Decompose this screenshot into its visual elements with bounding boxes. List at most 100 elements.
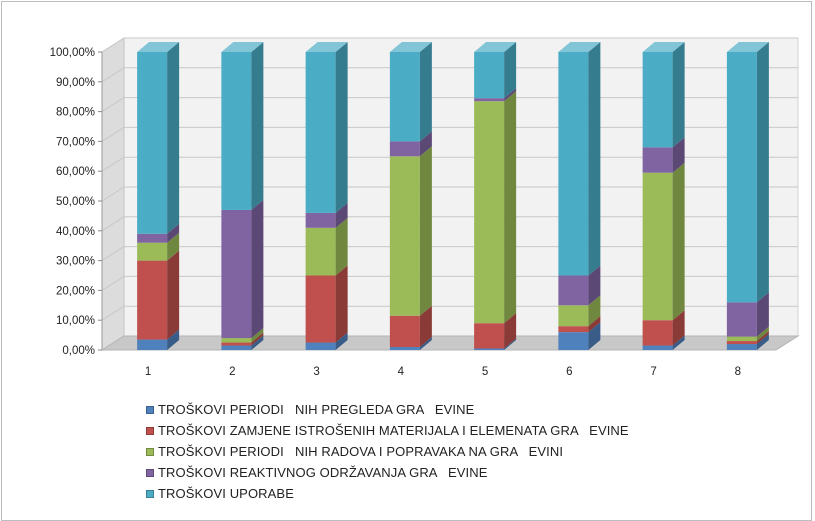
bar-segment-side bbox=[251, 199, 264, 339]
bar-segment bbox=[137, 339, 168, 350]
bar-segment-side bbox=[335, 332, 348, 350]
gridline-side bbox=[101, 186, 125, 202]
bar-segment-side bbox=[251, 42, 264, 210]
bar-segment-side bbox=[672, 162, 685, 321]
legend-label: TROŠKOVI PERIODI NIH RADOVA I POPRAVAKA … bbox=[158, 444, 564, 459]
bar-top bbox=[389, 42, 432, 52]
legend-label: TROŠKOVI ZAMJENE ISTROŠENIH MATERIJALA I… bbox=[158, 423, 629, 438]
bar-segment-side bbox=[504, 313, 517, 349]
bar-segment bbox=[642, 320, 673, 346]
bar-segment-side bbox=[167, 223, 180, 243]
bar-segment bbox=[558, 305, 589, 327]
legend-item: TROŠKOVI PERIODI NIH PREGLEDA GRA EVINE bbox=[146, 399, 629, 420]
y-tick-label: 50,00% bbox=[56, 196, 95, 208]
legend-label: TROŠKOVI PERIODI NIH PREGLEDA GRA EVINE bbox=[158, 402, 475, 417]
legend-label: TROŠKOVI UPORABE bbox=[158, 486, 294, 501]
bar-segment bbox=[389, 156, 420, 316]
bar-segment-side bbox=[672, 137, 685, 173]
bar-segment bbox=[389, 347, 420, 350]
gridline-side bbox=[101, 97, 125, 113]
gridline-side bbox=[101, 305, 125, 321]
bar-segment-side bbox=[251, 335, 264, 350]
bar-segment-side bbox=[167, 329, 180, 350]
legend-item: TROŠKOVI REAKTIVNOG ODRŽAVANJA GRA EVINE bbox=[146, 462, 629, 483]
bar-segment bbox=[389, 141, 420, 157]
bar-segment-side bbox=[335, 202, 348, 228]
bar-segment-side bbox=[419, 337, 432, 350]
y-tick-label: 30,00% bbox=[56, 256, 95, 268]
bar-segment bbox=[389, 52, 420, 142]
bar-top bbox=[305, 42, 348, 52]
bar-segment bbox=[642, 52, 673, 148]
bar-top bbox=[726, 42, 769, 52]
bar-segment bbox=[305, 227, 336, 276]
bar-segment-side bbox=[504, 338, 517, 350]
y-tick-label: 60,00% bbox=[56, 166, 95, 178]
bar-segment-side bbox=[251, 328, 264, 343]
gridline-side bbox=[101, 126, 125, 142]
bar-segment-side bbox=[756, 334, 769, 350]
bar-segment bbox=[474, 101, 505, 324]
gridline-side bbox=[101, 67, 125, 83]
bar-segment bbox=[137, 242, 168, 261]
bar-segment bbox=[474, 52, 505, 99]
legend-item: TROŠKOVI PERIODI NIH RADOVA I POPRAVAKA … bbox=[146, 441, 629, 462]
bar-segment bbox=[137, 52, 168, 234]
bar-segment bbox=[558, 326, 589, 333]
bar-segment bbox=[642, 172, 673, 321]
bar-top bbox=[558, 42, 601, 52]
bar-segment bbox=[305, 275, 336, 343]
bar-segment-side bbox=[504, 42, 517, 99]
bar-segment-side bbox=[672, 42, 685, 148]
bar-segment-side bbox=[588, 322, 601, 350]
bar-segment bbox=[305, 342, 336, 350]
gridline-side bbox=[101, 37, 125, 53]
bar-segment-side bbox=[419, 131, 432, 157]
bar-segment-side bbox=[419, 146, 432, 316]
bar-segment-side bbox=[419, 305, 432, 348]
bar-segment bbox=[137, 260, 168, 340]
bar-segment-side bbox=[335, 217, 348, 276]
bar-segment bbox=[642, 147, 673, 173]
legend-label: TROŠKOVI REAKTIVNOG ODRŽAVANJA GRA EVINE bbox=[158, 465, 488, 480]
x-tick-label: 7 bbox=[650, 366, 656, 378]
bar-segment-side bbox=[588, 295, 601, 327]
bar-segment bbox=[558, 332, 589, 350]
bar-segment bbox=[137, 233, 168, 243]
gridline-side bbox=[101, 216, 125, 232]
bar-segment bbox=[558, 275, 589, 306]
bar-segment-side bbox=[672, 335, 685, 350]
bar-segment-side bbox=[756, 331, 769, 345]
bar-segment-side bbox=[756, 42, 769, 303]
y-tick-label: 100,00% bbox=[50, 47, 95, 59]
x-tick-label: 4 bbox=[398, 366, 405, 378]
bar-segment-side bbox=[588, 316, 601, 333]
bar-segment-side bbox=[335, 265, 348, 343]
bar-segment bbox=[726, 302, 757, 337]
bar-segment bbox=[726, 52, 757, 303]
bar-segment-side bbox=[588, 42, 601, 276]
bar-segment bbox=[726, 341, 757, 345]
bar-segment bbox=[726, 344, 757, 350]
bar-top bbox=[474, 42, 517, 52]
bar-segment-side bbox=[419, 42, 432, 142]
bar-top bbox=[221, 42, 264, 52]
legend: TROŠKOVI PERIODI NIH PREGLEDA GRA EVINE T… bbox=[146, 399, 629, 504]
y-tick-label: 0,00% bbox=[62, 345, 95, 357]
bar-top bbox=[642, 42, 685, 52]
x-tick-label: 1 bbox=[145, 366, 151, 378]
bar-segment-side bbox=[251, 332, 264, 346]
bar-segment bbox=[474, 323, 505, 349]
x-tick-label: 2 bbox=[229, 366, 235, 378]
y-tick-label: 70,00% bbox=[56, 136, 95, 148]
gridline-side bbox=[101, 156, 125, 172]
bar-top bbox=[137, 42, 180, 52]
legend-swatch bbox=[146, 405, 154, 414]
bar-segment bbox=[558, 52, 589, 276]
bar-segment bbox=[305, 52, 336, 213]
gridline-side bbox=[101, 275, 125, 291]
bar-segment bbox=[221, 338, 252, 343]
y-tick-label: 10,00% bbox=[56, 315, 95, 327]
bar-segment bbox=[389, 315, 420, 348]
